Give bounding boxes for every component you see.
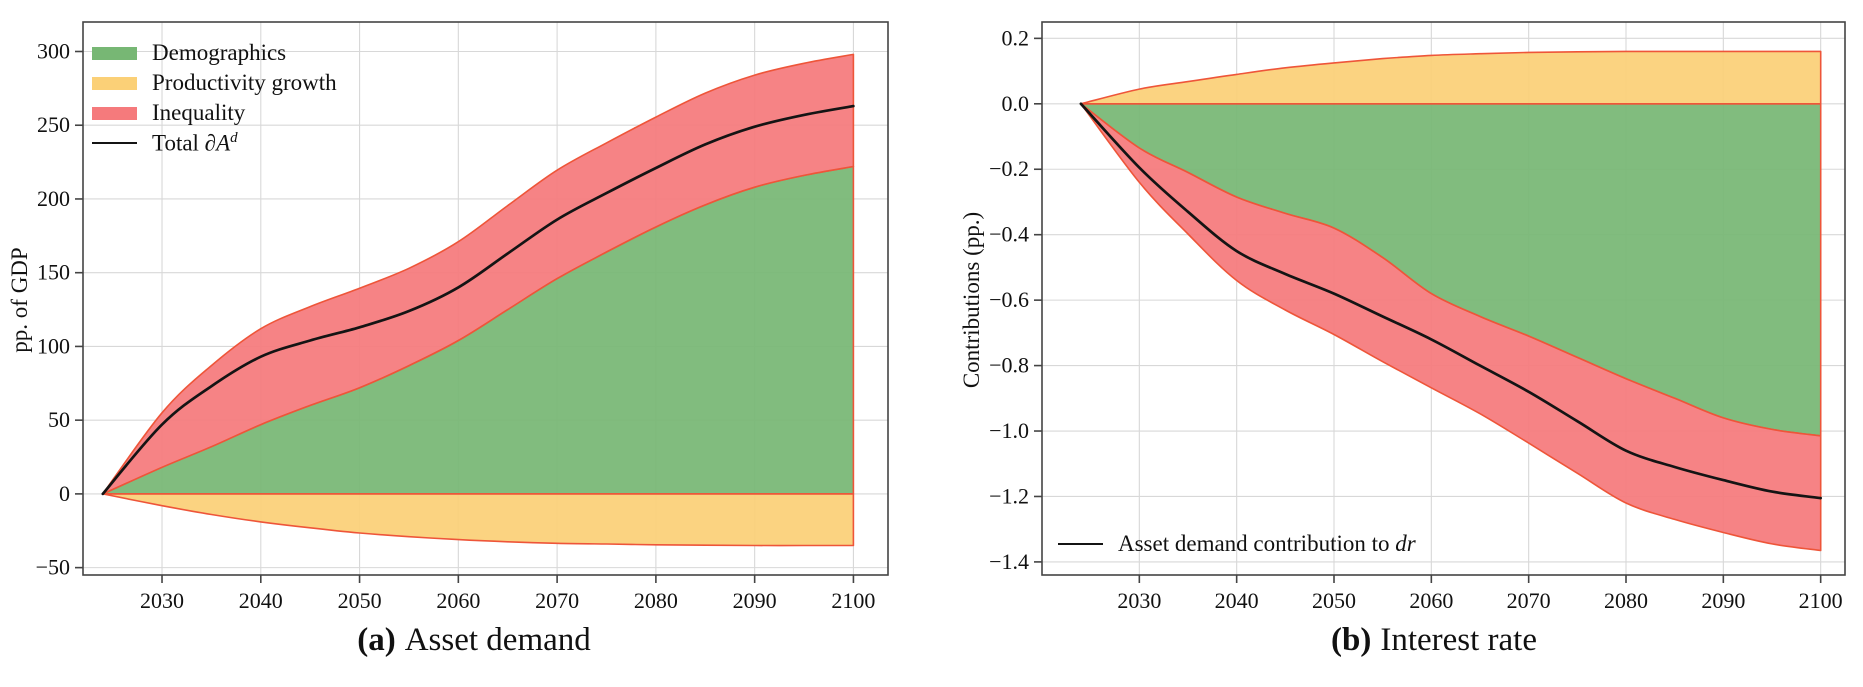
legend-label: Demographics (152, 40, 287, 65)
y-tick-label: 300 (37, 38, 70, 63)
legend-label: Asset demand contribution to dr (1118, 531, 1416, 556)
y-tick-label: 200 (37, 186, 70, 211)
y-tick-label: 0 (59, 481, 70, 506)
x-tick-label: 2070 (535, 588, 579, 613)
legend-item-productivity: Productivity growth (92, 68, 337, 98)
caption-a-tag: (a) (357, 622, 396, 658)
area-inequality (1080, 103, 1822, 552)
inequality-swatch-icon (92, 106, 137, 120)
total-line (101, 104, 855, 496)
axes-frame (1041, 21, 1846, 576)
chart-a-ylabel: pp. of GDP (7, 247, 32, 353)
chart-a-legend: Demographics Productivity growth Inequal… (92, 38, 337, 158)
total-line (1079, 102, 1823, 500)
x-tick-label: 2030 (1117, 588, 1161, 613)
area-productivity-growth (102, 493, 855, 547)
x-tick-label: 2030 (140, 588, 184, 613)
y-tick-label: −0.4 (989, 222, 1029, 247)
contribution-line-swatch-icon (1058, 543, 1103, 545)
y-tick-label: 100 (37, 333, 70, 358)
y-tick-label: −1.2 (989, 483, 1029, 508)
axes-frame (82, 21, 889, 576)
y-tick-label: 0.0 (1002, 91, 1030, 116)
chart-b-legend: Asset demand contribution to dr (1058, 529, 1416, 559)
charts-svg: 2030 2040 2050 2060 2070 2080 2090 2100 −50 0 50 10… (36, 21, 1846, 613)
x-tick-label: 2040 (239, 588, 283, 613)
y-tick-label: −0.8 (989, 353, 1029, 378)
caption-a-text: Asset demand (404, 622, 591, 658)
y-tick-label: −0.2 (989, 156, 1029, 181)
x-tick-label: 2100 (1799, 588, 1843, 613)
y-tick-label: −1.0 (989, 418, 1029, 443)
x-tick-label: 2090 (733, 588, 777, 613)
y-tick-label: −0.6 (989, 287, 1029, 312)
x-tick-label: 2060 (436, 588, 480, 613)
x-tick-label: 2040 (1215, 588, 1259, 613)
x-tick-label: 2100 (831, 588, 875, 613)
y-tick-label: 50 (48, 407, 70, 432)
legend-item-inequality: Inequality (92, 98, 337, 128)
y-tick-label: 250 (37, 112, 70, 137)
caption-b: (b) Interest rate (1174, 622, 1694, 659)
y-tick-label: −50 (36, 555, 70, 580)
chart-b-ylabel: Contributions (pp.) (959, 211, 984, 389)
total-line-swatch-icon (92, 142, 137, 144)
productivity-swatch-icon (92, 76, 137, 90)
legend-label: Productivity growth (152, 70, 337, 95)
caption-a: (a) Asset demand (214, 622, 734, 659)
caption-b-text: Interest rate (1380, 622, 1537, 658)
legend-label: Total ∂Ad (152, 129, 238, 156)
x-tick-label: 2080 (634, 588, 678, 613)
x-tick-label: 2080 (1604, 588, 1648, 613)
caption-b-tag: (b) (1331, 622, 1372, 658)
y-tick-label: 0.2 (1002, 25, 1030, 50)
x-tick-label: 2050 (338, 588, 382, 613)
y-tick-label: 150 (37, 260, 70, 285)
demographics-swatch-icon (92, 46, 137, 60)
legend-item-total: Total ∂Ad (92, 128, 337, 158)
x-tick-label: 2090 (1701, 588, 1745, 613)
legend-label: Inequality (152, 100, 246, 125)
legend-item-asset-demand-contribution: Asset demand contribution to dr (1058, 529, 1416, 559)
legend-item-demographics: Demographics (92, 38, 337, 68)
y-tick-label: −1.4 (989, 549, 1029, 574)
x-tick-label: 2050 (1312, 588, 1356, 613)
x-tick-label: 2070 (1507, 588, 1551, 613)
x-tick-label: 2060 (1409, 588, 1453, 613)
area-productivity-growth (1080, 50, 1822, 105)
